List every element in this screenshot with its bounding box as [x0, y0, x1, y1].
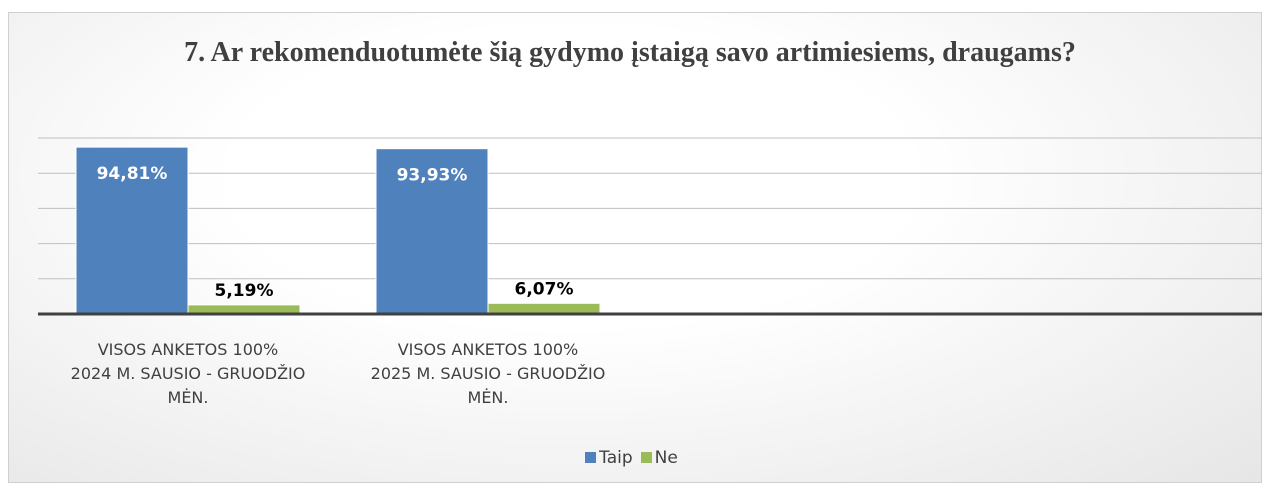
- chart-frame: [8, 12, 1262, 483]
- chart-title: 7. Ar rekomenduotumėte šią gydymo įstaig…: [184, 37, 1076, 68]
- bar: [487, 302, 601, 315]
- data-label: 6,07%: [515, 279, 574, 299]
- data-label: 5,19%: [215, 281, 274, 301]
- legend-label: Ne: [654, 448, 678, 468]
- bar: [75, 146, 189, 315]
- legend-label: Taip: [599, 448, 633, 468]
- legend-swatch: [585, 452, 597, 463]
- data-label: 93,93%: [397, 166, 468, 186]
- legend-item: Taip: [585, 448, 633, 468]
- legend-item: Ne: [640, 448, 678, 468]
- legend: Taip Ne: [0, 448, 1263, 468]
- x-tick-label: VISOS ANKETOS 100% 2024 M. SAUSIO - GRUO…: [70, 340, 306, 407]
- x-tick-label: VISOS ANKETOS 100% 2025 M. SAUSIO - GRUO…: [370, 340, 606, 407]
- bar: [375, 148, 489, 315]
- legend-swatch: [640, 452, 652, 463]
- data-label: 94,81%: [97, 164, 168, 184]
